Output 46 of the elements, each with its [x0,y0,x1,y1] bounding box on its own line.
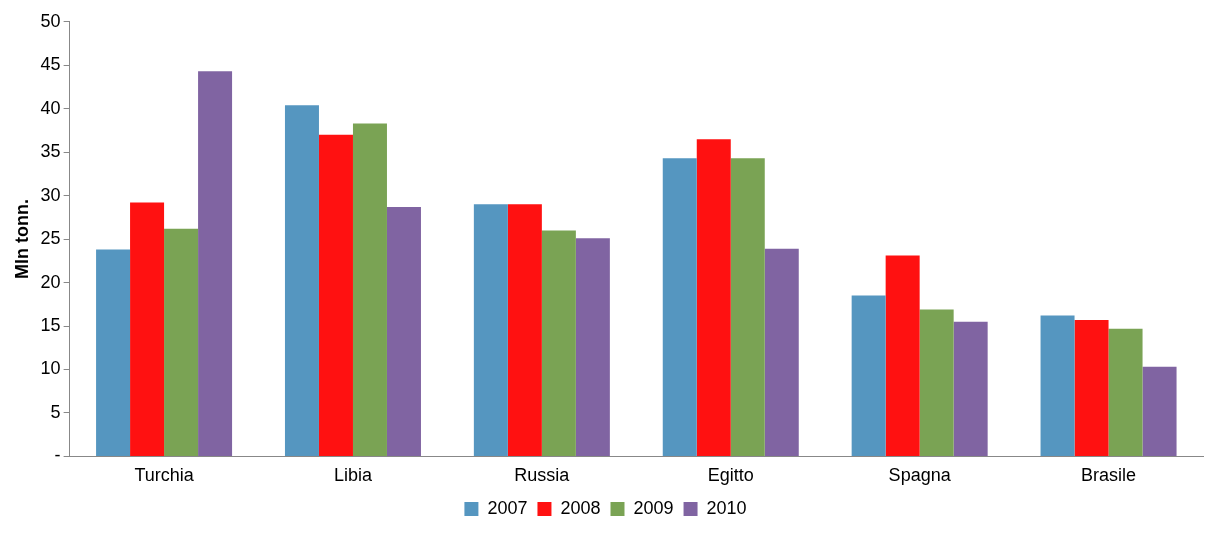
bar [851,295,886,456]
bar [541,230,576,456]
bar [130,202,165,456]
x-tick-label: Turchia [134,465,195,486]
bar [885,255,920,456]
bar [764,248,799,456]
y-tick-label: 45 [40,54,61,75]
x-tick-label: Brasile [1081,465,1137,486]
y-tick-label: 20 [40,271,61,292]
bar [730,158,765,456]
bar [575,238,610,456]
y-tick-label: 25 [40,228,61,249]
y-tick-label: 50 [40,10,61,31]
legend-label: 2009 [633,497,674,518]
y-tick-label: 10 [40,358,61,379]
x-tick-label: Spagna [888,465,952,486]
x-tick-label: Libia [333,465,373,486]
y-tick-label: 5 [50,401,61,422]
bar [696,139,731,456]
y-tick-label: 35 [40,141,61,162]
legend-label: 2010 [706,497,747,518]
legend-label: 2007 [487,497,528,518]
bar [473,204,508,456]
y-tick-label: 30 [40,184,61,205]
bar [1108,328,1143,456]
bar [919,309,954,456]
legend-label: 2008 [560,497,601,518]
y-tick-label: - [54,445,61,466]
y-axis-title: Mln tonn. [11,199,32,280]
bar [953,321,988,456]
x-tick-label: Russia [514,465,571,486]
y-tick-label: 15 [40,314,61,335]
bar [1074,319,1109,456]
bar [1040,315,1075,456]
bar [318,134,353,456]
bar [96,249,131,456]
bar [284,105,319,456]
bar [1142,366,1177,456]
y-tick-label: 40 [40,97,61,118]
bar [352,123,387,456]
bar [662,158,697,456]
bar [164,228,199,456]
bar [386,206,421,456]
bar [198,71,233,456]
x-tick-label: Egitto [707,465,754,486]
bar [507,204,542,456]
